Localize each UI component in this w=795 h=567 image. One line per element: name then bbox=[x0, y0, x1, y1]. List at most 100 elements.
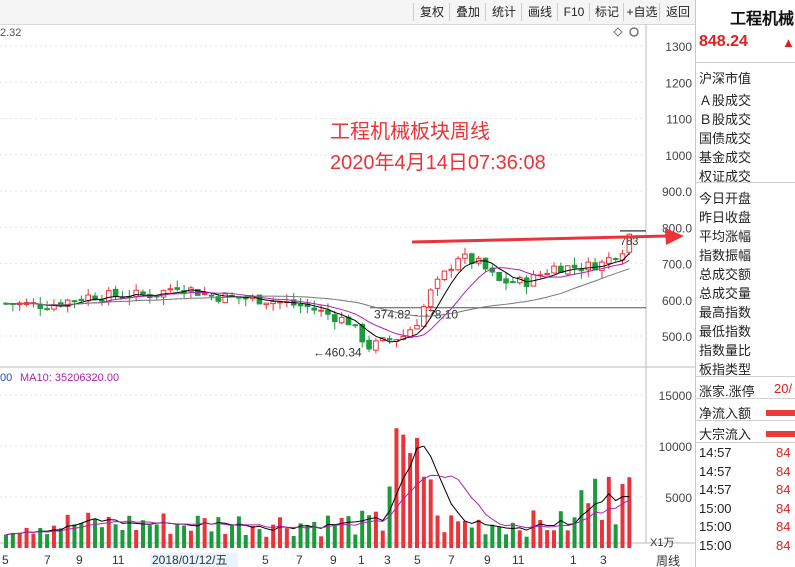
candle-body bbox=[448, 268, 455, 271]
volume-bar bbox=[387, 486, 392, 548]
volume-bar bbox=[113, 524, 118, 548]
side-divider bbox=[696, 376, 795, 377]
volume-bar bbox=[4, 534, 8, 548]
toolbar-button-1[interactable]: 叠加 bbox=[449, 3, 486, 21]
candle-body bbox=[167, 288, 174, 291]
toolbar-button-4[interactable]: F10 bbox=[557, 3, 590, 21]
candle-body bbox=[112, 288, 119, 297]
side-label-17: 净流入额 bbox=[699, 406, 752, 421]
candle-body bbox=[318, 309, 324, 312]
volume-bar bbox=[284, 528, 289, 548]
candle-body bbox=[208, 294, 215, 297]
candle-body bbox=[434, 278, 441, 289]
volume-bar bbox=[182, 525, 187, 548]
side-label-1: Ａ股成交 bbox=[699, 93, 752, 108]
period-label: 周线 bbox=[656, 554, 680, 567]
candle-body bbox=[140, 291, 146, 295]
toolbar-button-6[interactable]: +自选 bbox=[623, 3, 660, 21]
volume-bar bbox=[394, 428, 399, 548]
candle-body bbox=[386, 338, 393, 341]
candle-body bbox=[352, 324, 359, 327]
candle-body bbox=[503, 278, 509, 284]
tick-time: 14:57 bbox=[699, 482, 732, 497]
price-tick-label: 1200 bbox=[665, 76, 692, 90]
arrow-head-icon bbox=[665, 228, 684, 245]
volume-bar bbox=[456, 521, 461, 548]
candle-body bbox=[332, 314, 338, 323]
volume-bar bbox=[58, 528, 63, 548]
volume-bar bbox=[99, 527, 104, 548]
index-name: 工程机械 bbox=[730, 11, 795, 28]
toolbar-button-7[interactable]: 返回 bbox=[659, 3, 696, 21]
volume-bar bbox=[223, 533, 228, 548]
x-tick-label: 3 bbox=[384, 553, 391, 567]
toolbar-button-5[interactable]: 标记 bbox=[589, 3, 624, 21]
volume-bar bbox=[476, 519, 481, 548]
volume-tick-label: 15000 bbox=[659, 389, 693, 403]
price-tick-label: 500.0 bbox=[662, 330, 692, 344]
volume-bar bbox=[305, 524, 310, 548]
tick-price: 84 bbox=[776, 500, 791, 516]
side-divider bbox=[696, 420, 795, 421]
x-tick-label: 1 bbox=[358, 553, 365, 567]
volume-bar bbox=[593, 478, 598, 548]
volume-bar bbox=[161, 513, 166, 548]
volume-bar bbox=[627, 477, 632, 548]
volume-bar bbox=[31, 533, 36, 548]
diamond-icon bbox=[613, 27, 623, 37]
volume-bar bbox=[442, 532, 447, 548]
kline-chart: 500.0600.0700.0800.0900.0100011001200130… bbox=[0, 24, 695, 567]
side-label-13: 最低指数 bbox=[699, 324, 752, 339]
volume-bar bbox=[504, 534, 509, 548]
volume-bar bbox=[10, 532, 15, 548]
volume-bar bbox=[552, 530, 556, 548]
candle-body bbox=[414, 325, 420, 330]
toolbar-button-0[interactable]: 复权 bbox=[413, 3, 450, 21]
side-label-3: 国债成交 bbox=[699, 131, 752, 146]
tick-price: 84 bbox=[776, 519, 791, 534]
volume-bar bbox=[620, 483, 625, 548]
chart-toolbar: 复权 叠加 统计 画线 F10 标记 +自选 返回 bbox=[0, 0, 695, 25]
volume-bar bbox=[236, 516, 241, 548]
side-label-4: 基金成交 bbox=[699, 150, 752, 165]
annotation-timestamp: 2020年4月14日07:36:08 bbox=[330, 151, 546, 174]
volume-bar bbox=[325, 515, 330, 548]
toolbar-button-3[interactable]: 画线 bbox=[521, 3, 558, 21]
volume-bar bbox=[134, 529, 139, 548]
side-label-0: 沪深市值 bbox=[699, 71, 752, 86]
candle-body bbox=[366, 339, 372, 350]
candle-body bbox=[263, 302, 270, 306]
candle-body bbox=[105, 290, 112, 302]
annotation-title: 工程机械板块周线 bbox=[330, 120, 490, 143]
candle-body bbox=[585, 261, 592, 271]
volume-bar bbox=[565, 530, 570, 548]
volume-bar bbox=[586, 503, 591, 548]
side-label-16: 涨家.涨停 bbox=[699, 384, 755, 399]
volume-bar bbox=[168, 533, 173, 548]
volume-bar bbox=[490, 524, 495, 548]
volume-bar bbox=[93, 518, 98, 548]
volume-bar bbox=[339, 517, 344, 548]
tick-price: 84 bbox=[776, 463, 791, 479]
volume-bar bbox=[264, 536, 269, 548]
candle-body bbox=[469, 253, 475, 265]
candle-body bbox=[571, 264, 578, 269]
volume-bar bbox=[572, 517, 577, 548]
candle-body bbox=[427, 289, 434, 308]
candle-body bbox=[92, 295, 98, 301]
volume-bar bbox=[408, 453, 413, 548]
index-quote-panel: 工程机械 848.24 ▲ 沪深市值 Ａ股成交 Ｂ股成交 国债成交 基金成交 权证成交 今日… bbox=[695, 0, 795, 567]
volume-bar bbox=[415, 437, 419, 548]
toolbar-button-2[interactable]: 统计 bbox=[485, 3, 522, 21]
volume-bar bbox=[216, 517, 221, 548]
tick-time: 15:00 bbox=[699, 537, 732, 553]
volume-bar bbox=[141, 520, 145, 548]
volume-bar bbox=[579, 490, 584, 548]
candle-body bbox=[174, 287, 181, 290]
volume-bar bbox=[613, 524, 618, 548]
volume-bar bbox=[24, 527, 29, 548]
candle-body bbox=[297, 303, 304, 307]
volume-bar bbox=[188, 530, 193, 548]
volume-bar bbox=[79, 522, 84, 548]
tick-price: 84 bbox=[776, 537, 791, 553]
